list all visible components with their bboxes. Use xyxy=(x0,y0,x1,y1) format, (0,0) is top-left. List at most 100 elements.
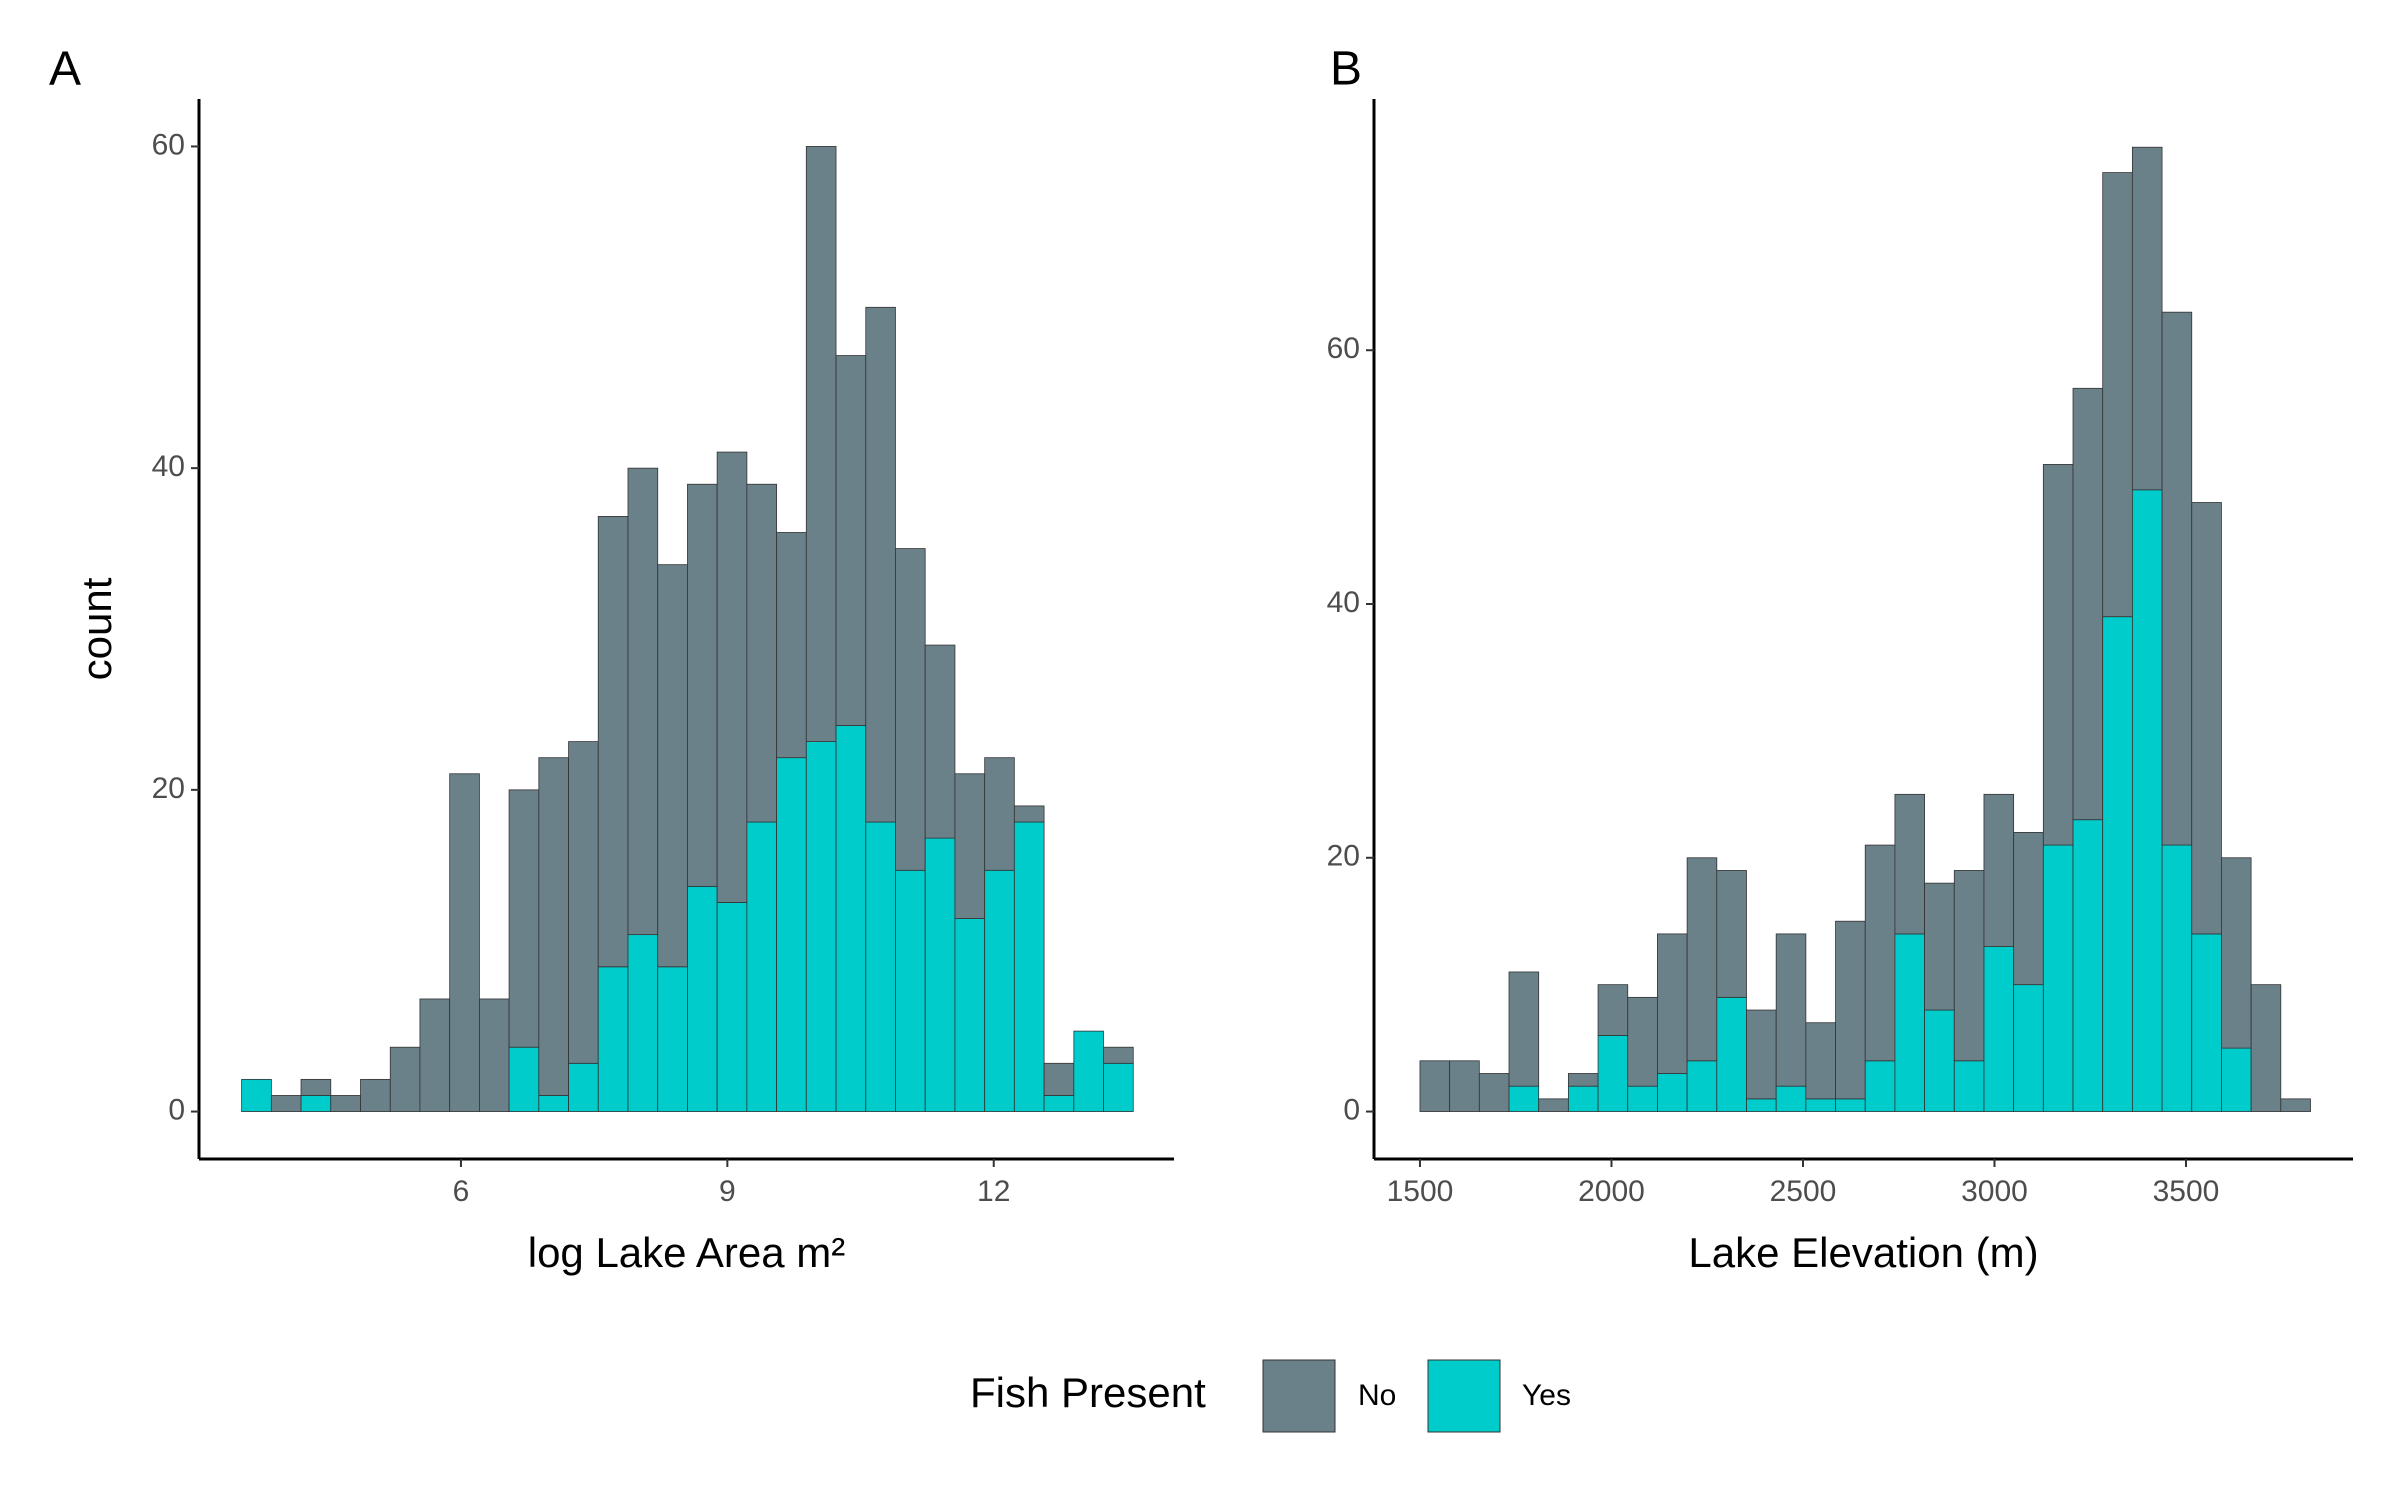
bar xyxy=(1805,1098,1836,1112)
x-tick-label: 2000 xyxy=(1578,1175,1645,1208)
bar xyxy=(1686,857,1718,1062)
bar xyxy=(2280,1098,2311,1112)
bar xyxy=(1835,1098,1866,1112)
bar xyxy=(627,934,659,1112)
bar xyxy=(270,1095,302,1112)
bar xyxy=(835,355,867,726)
bar xyxy=(1627,996,1658,1087)
y-tick-label: 20 xyxy=(152,772,185,805)
bar xyxy=(449,773,480,1112)
bar xyxy=(954,918,986,1112)
bar xyxy=(597,516,629,968)
bar xyxy=(1775,933,1807,1087)
bar xyxy=(895,548,926,871)
y-tick-label: 60 xyxy=(152,128,185,161)
bar xyxy=(776,532,807,759)
bar xyxy=(865,306,896,823)
bar xyxy=(1894,933,1925,1112)
bar xyxy=(2191,502,2222,935)
bar xyxy=(1864,844,1896,1062)
bar xyxy=(1953,1060,1985,1112)
bar xyxy=(895,869,926,1112)
x-tick-label: 2500 xyxy=(1770,1175,1837,1208)
legend-label: No xyxy=(1358,1379,1396,1412)
y-tick-label: 0 xyxy=(1343,1093,1360,1126)
bar xyxy=(2102,616,2133,1112)
bar xyxy=(1835,920,1866,1100)
bar xyxy=(1657,1073,1688,1112)
y-tick-label: 40 xyxy=(1327,586,1360,619)
bar xyxy=(2042,844,2074,1112)
bar xyxy=(568,1062,599,1112)
y-tick-label: 40 xyxy=(152,450,185,483)
bar xyxy=(1953,870,1985,1062)
bar xyxy=(1924,882,1955,1011)
bar xyxy=(687,483,718,887)
bar xyxy=(1567,1085,1599,1112)
bar xyxy=(538,757,569,1096)
bar xyxy=(1449,1060,1480,1112)
bar xyxy=(1746,1098,1777,1112)
bar xyxy=(1597,1035,1629,1112)
bar xyxy=(2042,464,2074,846)
bar xyxy=(241,1078,272,1112)
bar xyxy=(1478,1073,1510,1112)
bar xyxy=(627,467,659,936)
bar xyxy=(2072,819,2104,1112)
bar xyxy=(1983,793,2015,947)
bar xyxy=(1686,1060,1718,1112)
x-tick-label: 1500 xyxy=(1387,1175,1454,1208)
bar xyxy=(1508,1085,1540,1112)
x-tick-label: 3000 xyxy=(1961,1175,2028,1208)
x-tick-label: 6 xyxy=(453,1175,470,1208)
bar xyxy=(2131,146,2163,491)
bar xyxy=(1627,1085,1658,1112)
bar xyxy=(1013,805,1045,823)
bar xyxy=(746,821,778,1112)
bar xyxy=(2072,387,2104,821)
bar xyxy=(1419,1060,1451,1112)
bar xyxy=(1073,1030,1104,1112)
bar xyxy=(865,821,896,1112)
bar xyxy=(805,146,837,742)
bar xyxy=(1983,946,2015,1112)
bar xyxy=(1657,933,1688,1074)
bar xyxy=(2250,984,2282,1112)
bar xyxy=(1924,1009,1955,1112)
bar xyxy=(360,1078,391,1112)
bar xyxy=(924,837,956,1112)
bar xyxy=(776,757,807,1112)
legend-key xyxy=(1427,1359,1501,1433)
bar xyxy=(1013,821,1045,1112)
bar xyxy=(924,644,956,839)
bar xyxy=(300,1095,332,1112)
x-tick-label: 3500 xyxy=(2153,1175,2220,1208)
bar xyxy=(954,773,986,919)
x-axis-title: Lake Elevation (m) xyxy=(1688,1229,2038,1276)
bar xyxy=(984,869,1015,1112)
bar xyxy=(657,564,688,968)
bar xyxy=(508,1046,540,1112)
bar xyxy=(2131,489,2163,1112)
bar xyxy=(1716,870,1747,998)
panel-label: B xyxy=(1330,43,1362,96)
bar xyxy=(508,789,540,1048)
y-tick-label: 60 xyxy=(1327,332,1360,365)
legend-label: Yes xyxy=(1522,1379,1571,1412)
bar xyxy=(687,885,718,1112)
bar xyxy=(1538,1098,1569,1112)
bar xyxy=(1103,1062,1134,1112)
x-tick-label: 9 xyxy=(719,1175,736,1208)
bar xyxy=(2161,844,2193,1112)
bar xyxy=(1864,1060,1896,1112)
bar xyxy=(2221,1047,2252,1112)
bar xyxy=(1508,971,1540,1087)
bar xyxy=(805,741,837,1112)
x-axis-title: log Lake Area m² xyxy=(528,1229,846,1276)
bar xyxy=(300,1078,332,1096)
bar xyxy=(746,483,778,823)
bar xyxy=(2191,933,2222,1112)
bar xyxy=(389,1046,421,1112)
